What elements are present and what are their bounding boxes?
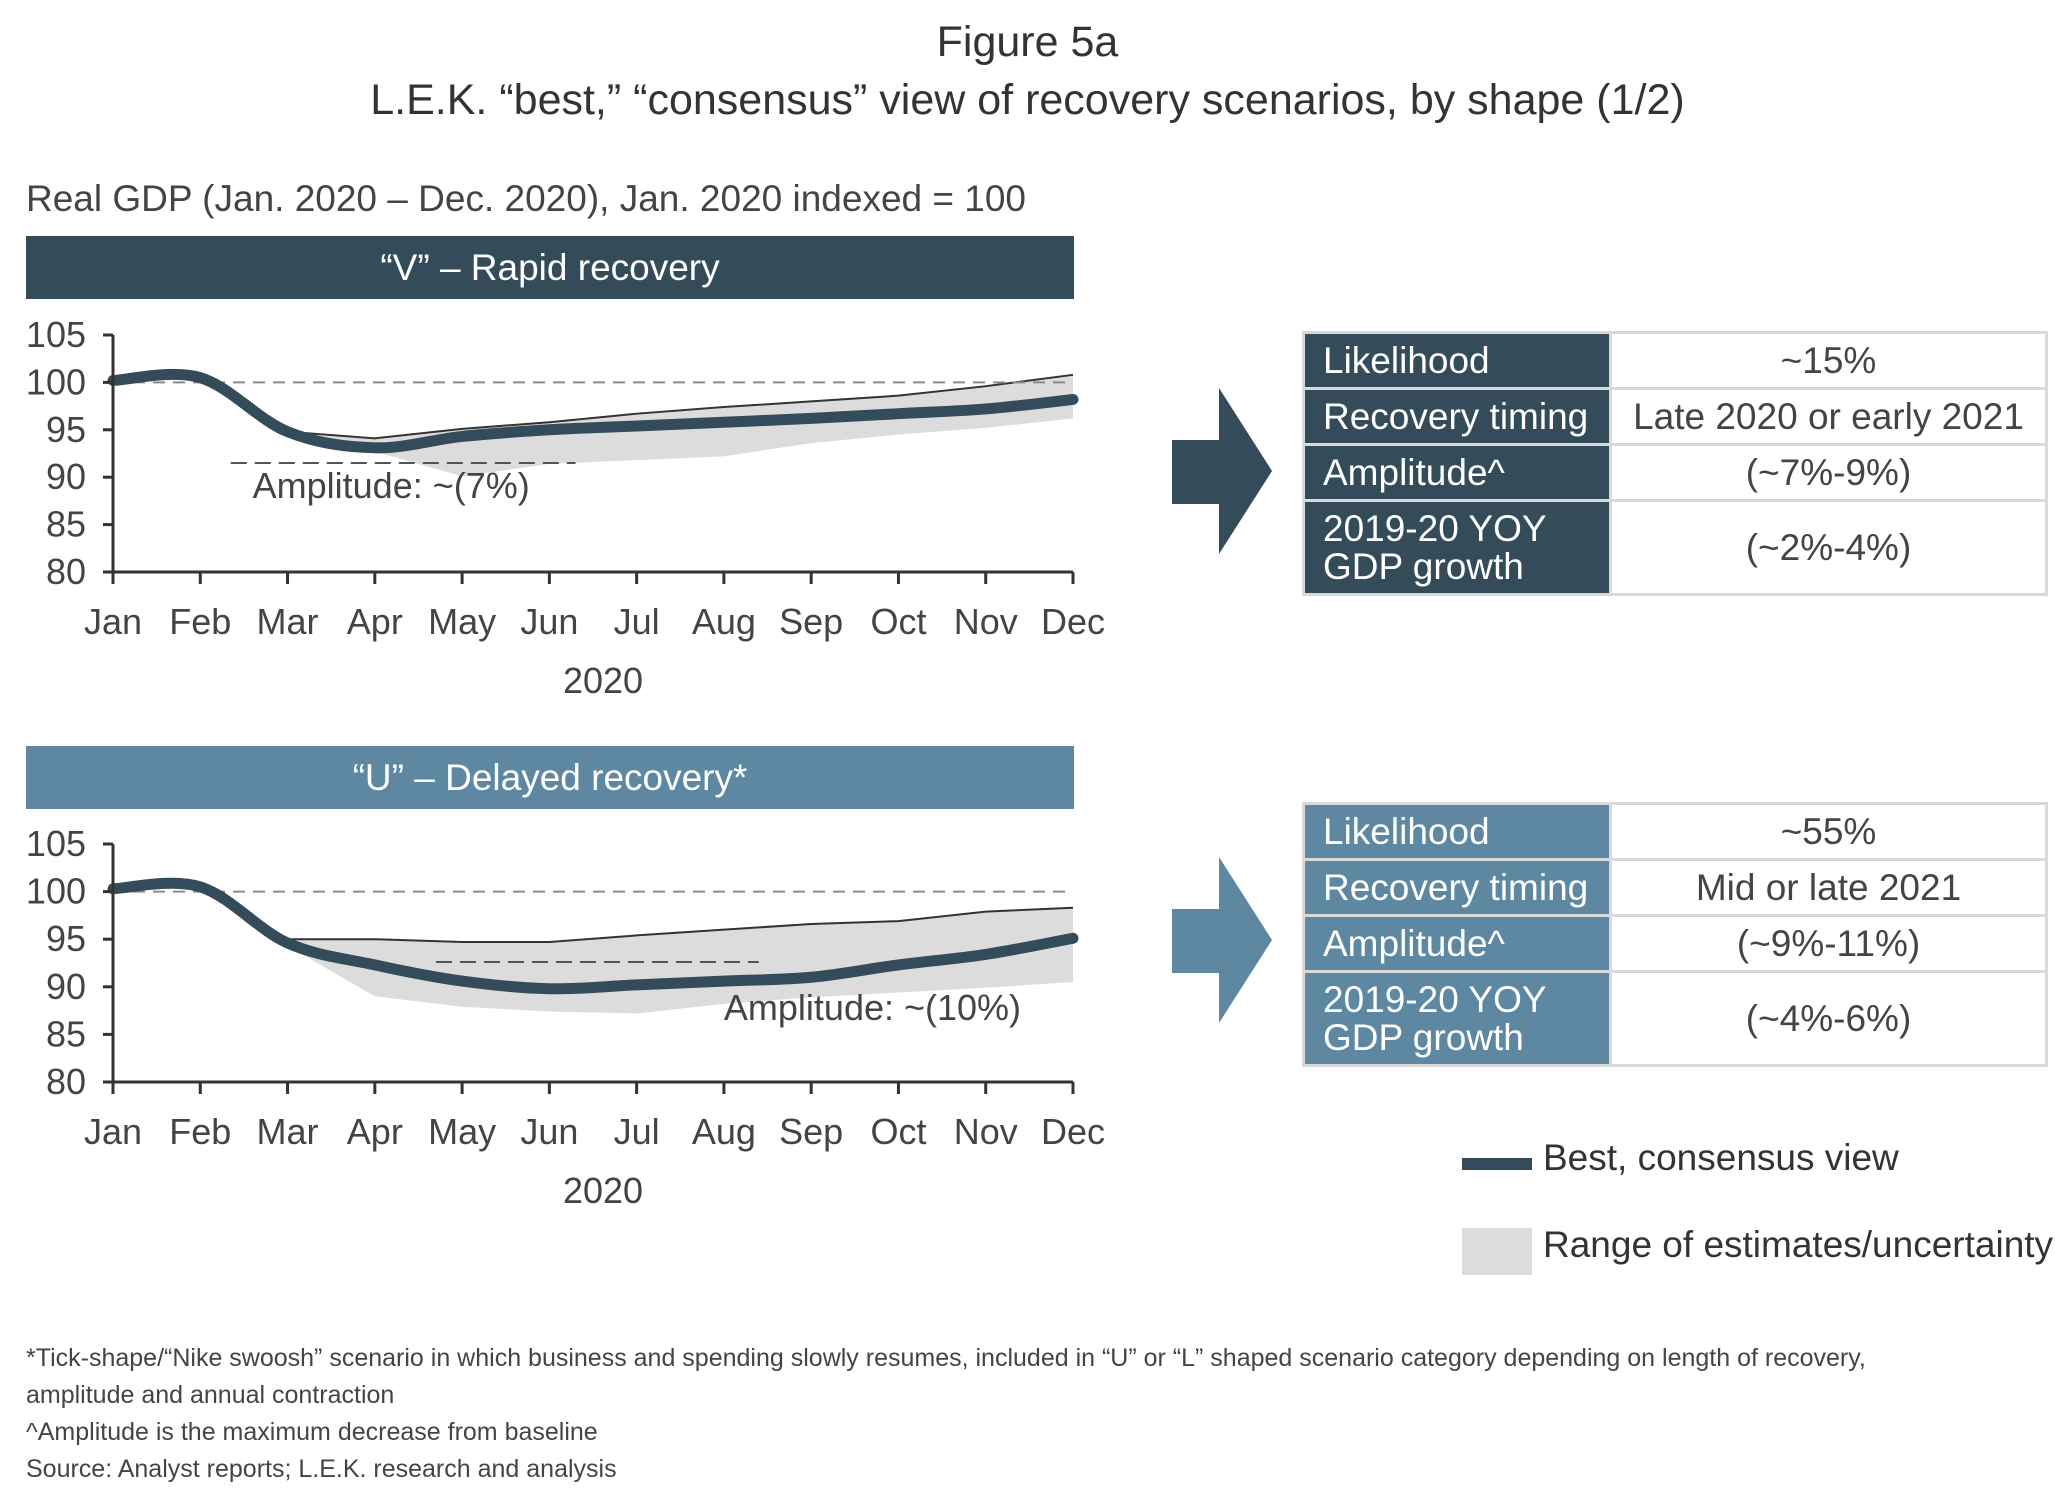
v-timing-value: Late 2020 or early 2021 (1609, 387, 2048, 446)
u-likelihood-label: Likelihood (1302, 802, 1612, 861)
u-timing-value: Mid or late 2021 (1609, 858, 2048, 917)
v-panel-title: “V” – Rapid recovery (380, 246, 720, 288)
u-amplitude-label: Amplitude^ (1302, 914, 1612, 973)
v-info-row-growth: 2019-20 YOY GDP growth (~2%-4%) (1302, 499, 2048, 596)
v-x-tick-label: Nov (954, 601, 1018, 642)
v-amplitude-label: Amplitude: ~(7%) (253, 465, 530, 506)
u-x-tick-label: Dec (1041, 1111, 1105, 1152)
u-y-tick-label: 105 (26, 823, 86, 864)
v-series-line (107, 368, 1079, 454)
u-x-tick-label: Jan (84, 1111, 142, 1152)
v-panel-banner: “V” – Rapid recovery (26, 236, 1074, 299)
v-growth-value: (~2%-4%) (1609, 499, 2048, 596)
u-x-tick-label: Apr (347, 1111, 403, 1152)
u-y-tick-label: 95 (46, 918, 86, 959)
u-series-line (107, 877, 1079, 995)
u-x-tick-label: Jul (614, 1111, 660, 1152)
u-x-tick-label: May (428, 1111, 496, 1152)
v-x-tick-label: Sep (779, 601, 843, 642)
u-x-tick-label: Aug (692, 1111, 756, 1152)
v-info-row-amplitude: Amplitude^ (~7%-9%) (1302, 443, 2048, 502)
v-x-tick-label: Jun (520, 601, 578, 642)
v-y-tick-label: 80 (46, 551, 86, 592)
u-x-tick-label: Jun (520, 1111, 578, 1152)
u-x-tick-label: Oct (870, 1111, 926, 1152)
u-panel-title: “U” – Delayed recovery* (352, 756, 748, 798)
legend-range-label: Range of estimates/uncertainty (1543, 1224, 2054, 1265)
u-timing-label: Recovery timing (1302, 858, 1612, 917)
footnotes: *Tick-shape/“Nike swoosh” scenario in wh… (26, 1340, 2026, 1488)
v-y-tick-label: 105 (26, 314, 86, 355)
u-y-tick-label: 100 (26, 871, 86, 912)
u-x-tick-label: Nov (954, 1111, 1018, 1152)
v-timing-label: Recovery timing (1302, 387, 1612, 446)
units-label: Real GDP (Jan. 2020 – Dec. 2020), Jan. 2… (26, 178, 1027, 219)
u-arrow-icon (1172, 857, 1272, 1023)
v-growth-label: 2019-20 YOY GDP growth (1302, 499, 1612, 596)
u-info-row-growth: 2019-20 YOY GDP growth (~4%-6%) (1302, 970, 2048, 1067)
u-growth-label: 2019-20 YOY GDP growth (1302, 970, 1612, 1067)
v-x-tick-label: Dec (1041, 601, 1105, 642)
footnote-1: *Tick-shape/“Nike swoosh” scenario in wh… (26, 1344, 1866, 1372)
u-x-axis-label: 2020 (563, 1170, 643, 1211)
u-y-tick-label: 85 (46, 1013, 86, 1054)
v-amplitude-label: Amplitude^ (1302, 443, 1612, 502)
v-info-row-timing: Recovery timing Late 2020 or early 2021 (1302, 387, 2048, 446)
u-likelihood-value: ~55% (1609, 802, 2048, 861)
u-y-tick-label: 90 (46, 966, 86, 1007)
v-info-table: Likelihood ~15% Recovery timing Late 202… (1302, 331, 2048, 596)
legend-line-swatch (1462, 1158, 1532, 1170)
v-info-row-likelihood: Likelihood ~15% (1302, 331, 2048, 390)
v-y-tick-label: 100 (26, 361, 86, 402)
u-x-tick-label: Feb (169, 1111, 231, 1152)
u-amplitude-label: Amplitude: ~(10%) (724, 987, 1021, 1028)
v-x-axis-label: 2020 (563, 660, 643, 701)
u-x-tick-label: Mar (257, 1111, 319, 1152)
legend-line-label: Best, consensus view (1543, 1137, 1899, 1178)
u-info-row-likelihood: Likelihood ~55% (1302, 802, 2048, 861)
v-x-tick-label: Jul (614, 601, 660, 642)
figure-subtitle: L.E.K. “best,” “consensus” view of recov… (370, 76, 1685, 124)
u-info-row-amplitude: Amplitude^ (~9%-11%) (1302, 914, 2048, 973)
v-x-tick-label: Feb (169, 601, 231, 642)
u-chart: Amplitude: ~(10%) 105 100 95 90 85 80 Jan Feb Mar… (26, 823, 1105, 1211)
u-y-tick-label: 80 (46, 1061, 86, 1102)
v-y-tick-label: 90 (46, 456, 86, 497)
u-growth-value: (~4%-6%) (1609, 970, 2048, 1067)
v-chart: Amplitude: ~(7%) 105 100 95 90 85 80 Jan Feb Mar A… (26, 314, 1105, 701)
u-range-band (113, 886, 1073, 1014)
u-info-table: Likelihood ~55% Recovery timing Mid or l… (1302, 802, 2048, 1067)
u-amplitude-value: (~9%-11%) (1609, 914, 2048, 973)
v-y-tick-label: 85 (46, 504, 86, 545)
v-x-tick-label: Oct (870, 601, 926, 642)
v-arrow-icon (1172, 388, 1272, 554)
v-y-tick-label: 95 (46, 409, 86, 450)
v-x-tick-label: Aug (692, 601, 756, 642)
v-amplitude-value: (~7%-9%) (1609, 443, 2048, 502)
u-panel-banner: “U” – Delayed recovery* (26, 746, 1074, 809)
legend-range-swatch (1462, 1228, 1532, 1275)
v-likelihood-value: ~15% (1609, 331, 2048, 390)
v-x-tick-label: May (428, 601, 496, 642)
footnote-3: ^Amplitude is the maximum decrease from … (26, 1418, 598, 1446)
u-x-tick-label: Sep (779, 1111, 843, 1152)
v-likelihood-label: Likelihood (1302, 331, 1612, 390)
v-x-tick-label: Apr (347, 601, 403, 642)
u-info-row-timing: Recovery timing Mid or late 2021 (1302, 858, 2048, 917)
footnote-2: amplitude and annual contraction (26, 1381, 395, 1409)
footnote-4: Source: Analyst reports; L.E.K. research… (26, 1455, 617, 1483)
v-x-tick-label: Mar (257, 601, 319, 642)
v-x-tick-label: Jan (84, 601, 142, 642)
figure-title: Figure 5a (936, 18, 1119, 66)
